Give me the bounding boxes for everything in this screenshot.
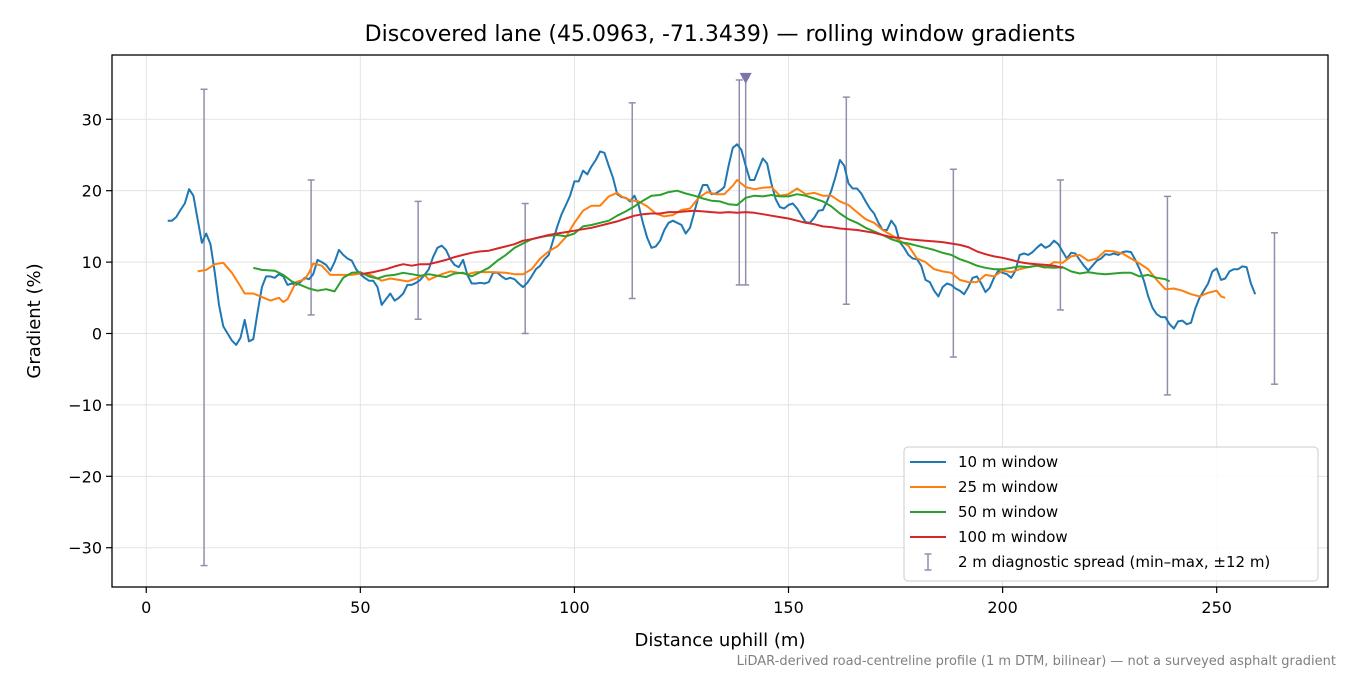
y-axis-label: Gradient (%) — [24, 263, 45, 378]
y-tick-label: −20 — [68, 467, 102, 486]
y-axis-ticks: −30 −20 −10 0 10 20 30 — [68, 110, 112, 558]
series-line-2 — [197, 179, 1226, 304]
legend-label: 25 m window — [958, 478, 1058, 496]
y-tick-label: 0 — [92, 324, 102, 343]
x-tick-label: 150 — [773, 598, 804, 617]
legend-label: 100 m window — [958, 528, 1068, 546]
y-tick-label: 20 — [82, 182, 102, 201]
error-bar — [949, 168, 957, 358]
error-bar — [1056, 179, 1064, 311]
x-tick-label: 200 — [987, 598, 1018, 617]
x-axis-ticks: 0 50 100 150 200 250 — [141, 587, 1232, 617]
error-bar — [307, 179, 315, 316]
series-line-3 — [253, 189, 1171, 293]
error-bar — [521, 202, 529, 335]
legend-box — [903, 446, 1319, 582]
chart-title: Discovered lane (45.0963, -71.3439) — ro… — [365, 22, 1076, 47]
y-tick-label: 30 — [82, 110, 102, 129]
series-lines — [167, 143, 1257, 346]
error-bar — [1270, 232, 1278, 385]
x-axis-label: Distance uphill (m) — [635, 630, 806, 651]
footnote: LiDAR-derived road-centreline profile (1… — [737, 654, 1336, 669]
y-tick-label: −10 — [68, 396, 102, 415]
error-bar — [414, 200, 422, 320]
grid-lines — [112, 55, 1328, 587]
legend-label: 2 m diagnostic spread (min–max, ±12 m) — [958, 553, 1270, 571]
series-line-1 — [167, 143, 1257, 346]
y-tick-label: −30 — [68, 539, 102, 558]
plot-frame — [111, 54, 1329, 588]
legend: 10 m window 25 m window 50 m window 100 m w… — [903, 446, 1319, 582]
error-bars — [200, 77, 1278, 567]
error-bar — [842, 96, 850, 305]
legend-label: 10 m window — [958, 453, 1058, 471]
error-bar — [1163, 195, 1171, 396]
error-bar — [742, 77, 750, 286]
series-line-4 — [360, 209, 1063, 276]
peak-marker — [739, 72, 752, 84]
error-bar — [200, 88, 208, 567]
triangle-down-marker — [739, 72, 752, 84]
x-tick-label: 100 — [559, 598, 590, 617]
legend-swatch — [924, 553, 932, 571]
x-tick-label: 50 — [350, 598, 370, 617]
legend-label: 50 m window — [958, 503, 1058, 521]
x-tick-label: 0 — [141, 598, 151, 617]
y-tick-label: 10 — [82, 253, 102, 272]
x-tick-label: 250 — [1201, 598, 1232, 617]
